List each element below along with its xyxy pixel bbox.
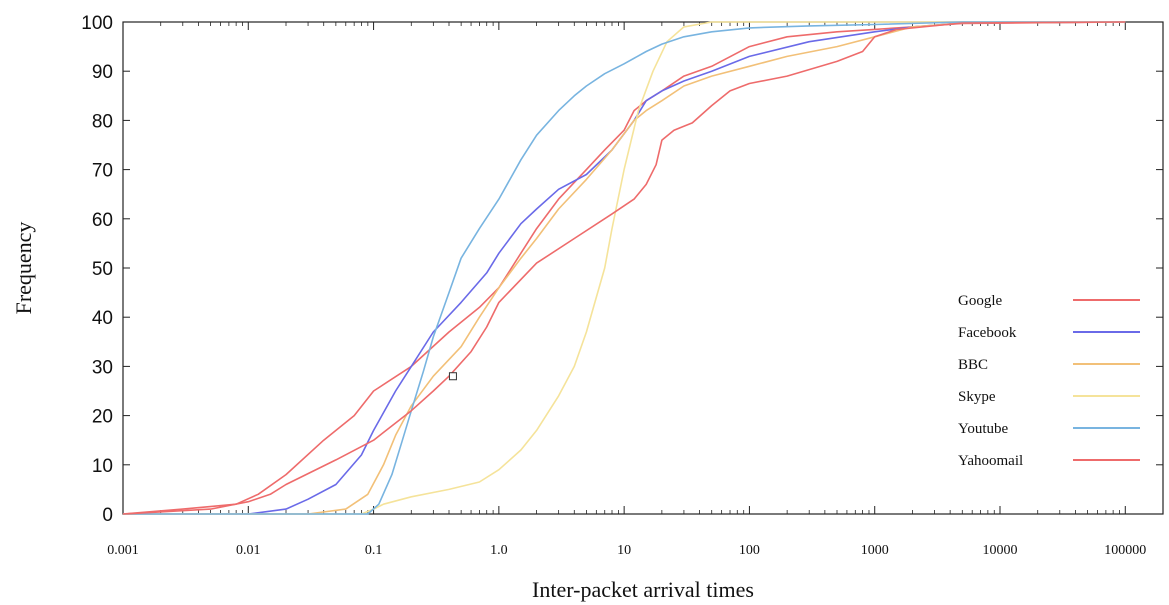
x-tick-label: 10000: [982, 543, 1017, 558]
y-tick-label: 50: [92, 259, 113, 280]
x-tick-label: 10: [617, 543, 631, 558]
y-tick-label: 80: [92, 111, 113, 132]
y-tick-label: 20: [92, 407, 113, 428]
y-tick-label: 40: [92, 308, 113, 329]
x-tick-label: 100000: [1104, 543, 1146, 558]
legend: Google Facebook BBC Skype Youtube Yahoomail: [958, 293, 1140, 469]
legend-label: BBC: [958, 357, 988, 373]
y-tick-label: 0: [102, 505, 113, 526]
x-tick-label: 100: [739, 543, 760, 558]
plot-frame: [122, 21, 1164, 515]
y-axis-label: Frequency: [11, 222, 36, 315]
series-line-yahoomail: [122, 21, 1126, 515]
series-line-youtube: [123, 21, 1126, 515]
series-line-bbc: [123, 21, 1126, 515]
legend-label: Google: [958, 293, 1003, 309]
x-tick-label: 0.01: [236, 543, 261, 558]
series-line-google: [122, 21, 1126, 515]
series-line-skype: [123, 21, 1126, 515]
legend-label: Youtube: [958, 421, 1008, 437]
x-axis-label: Inter-packet arrival times: [532, 577, 754, 602]
y-tick-label: 90: [92, 62, 113, 83]
data-point-marker: [448, 372, 457, 381]
x-tick-label: 1.0: [490, 543, 508, 558]
series-line-facebook: [123, 21, 1126, 515]
legend-label: Facebook: [958, 325, 1017, 341]
legend-label: Yahoomail: [958, 453, 1023, 469]
y-tick-label: 100: [81, 13, 113, 34]
x-tick-label: 1000: [861, 543, 889, 558]
y-tick-label: 60: [92, 210, 113, 231]
series-layer: [122, 21, 1126, 515]
marker-layer: [448, 372, 457, 381]
axis-ticks: 0 10 20 30 40 50 60 70 80 90 100 0.001 0.01 0.1 1.0 10 1…: [81, 13, 1163, 558]
y-tick-label: 10: [92, 456, 113, 477]
x-tick-label: 0.001: [107, 543, 139, 558]
x-tick-label: 0.1: [365, 543, 383, 558]
y-tick-label: 30: [92, 357, 113, 378]
y-tick-label: 70: [92, 161, 113, 182]
legend-label: Skype: [958, 389, 996, 405]
